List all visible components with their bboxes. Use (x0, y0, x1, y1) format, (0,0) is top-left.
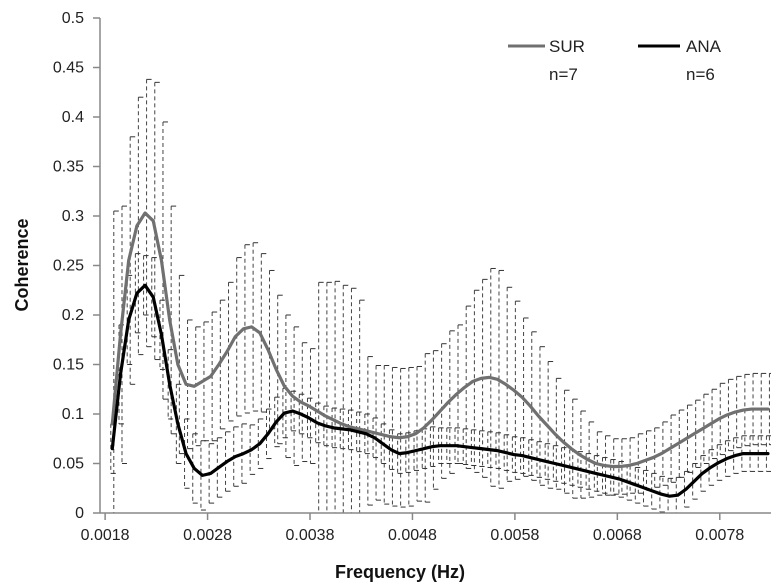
x-axis-ticks: 0.0018 0.0028 0.0038 0.0048 0.0058 0.0068 0.00… (81, 513, 744, 544)
legend-label-sur: SUR (549, 37, 585, 56)
y-axis-title: Coherence (12, 218, 32, 311)
x-tick-label: 0.0028 (183, 527, 232, 544)
y-tick-label: 0.35 (53, 159, 84, 176)
y-tick-label: 0.5 (62, 10, 84, 27)
legend-label-ana: ANA (686, 37, 722, 56)
x-tick-label: 0.0038 (286, 527, 335, 544)
series-line-sur (110, 211, 770, 469)
legend-n-sur: n=7 (549, 65, 578, 84)
x-tick-label: 0.0048 (388, 527, 437, 544)
x-tick-label: 0.0018 (81, 527, 130, 544)
y-tick-label: 0.15 (53, 357, 84, 374)
series-line-ana (110, 283, 770, 498)
y-tick-label: 0.05 (53, 456, 84, 473)
legend-entry-sur: SUR n=7 (508, 37, 585, 84)
y-tick-label: 0 (75, 505, 84, 522)
y-tick-label: 0.4 (62, 109, 84, 126)
x-tick-label: 0.0068 (593, 527, 642, 544)
axes (99, 18, 771, 514)
y-tick-label: 0.25 (53, 258, 84, 275)
x-tick-label: 0.0058 (490, 527, 539, 544)
legend-entry-ana: ANA n=6 (638, 37, 722, 84)
y-tick-label: 0.1 (62, 406, 84, 423)
legend: SUR n=7 ANA n=6 (508, 37, 722, 84)
y-tick-label: 0.2 (62, 307, 84, 324)
x-tick-label: 0.0078 (695, 527, 744, 544)
y-axis-ticks: 0 0.05 0.1 0.15 0.2 0.25 0.3 0.35 0.4 0.45 0.5 (53, 10, 100, 522)
legend-n-ana: n=6 (686, 65, 715, 84)
y-tick-label: 0.3 (62, 208, 84, 225)
x-axis-title: Frequency (Hz) (335, 562, 465, 582)
series-lines (110, 211, 770, 498)
y-tick-label: 0.45 (53, 60, 84, 77)
